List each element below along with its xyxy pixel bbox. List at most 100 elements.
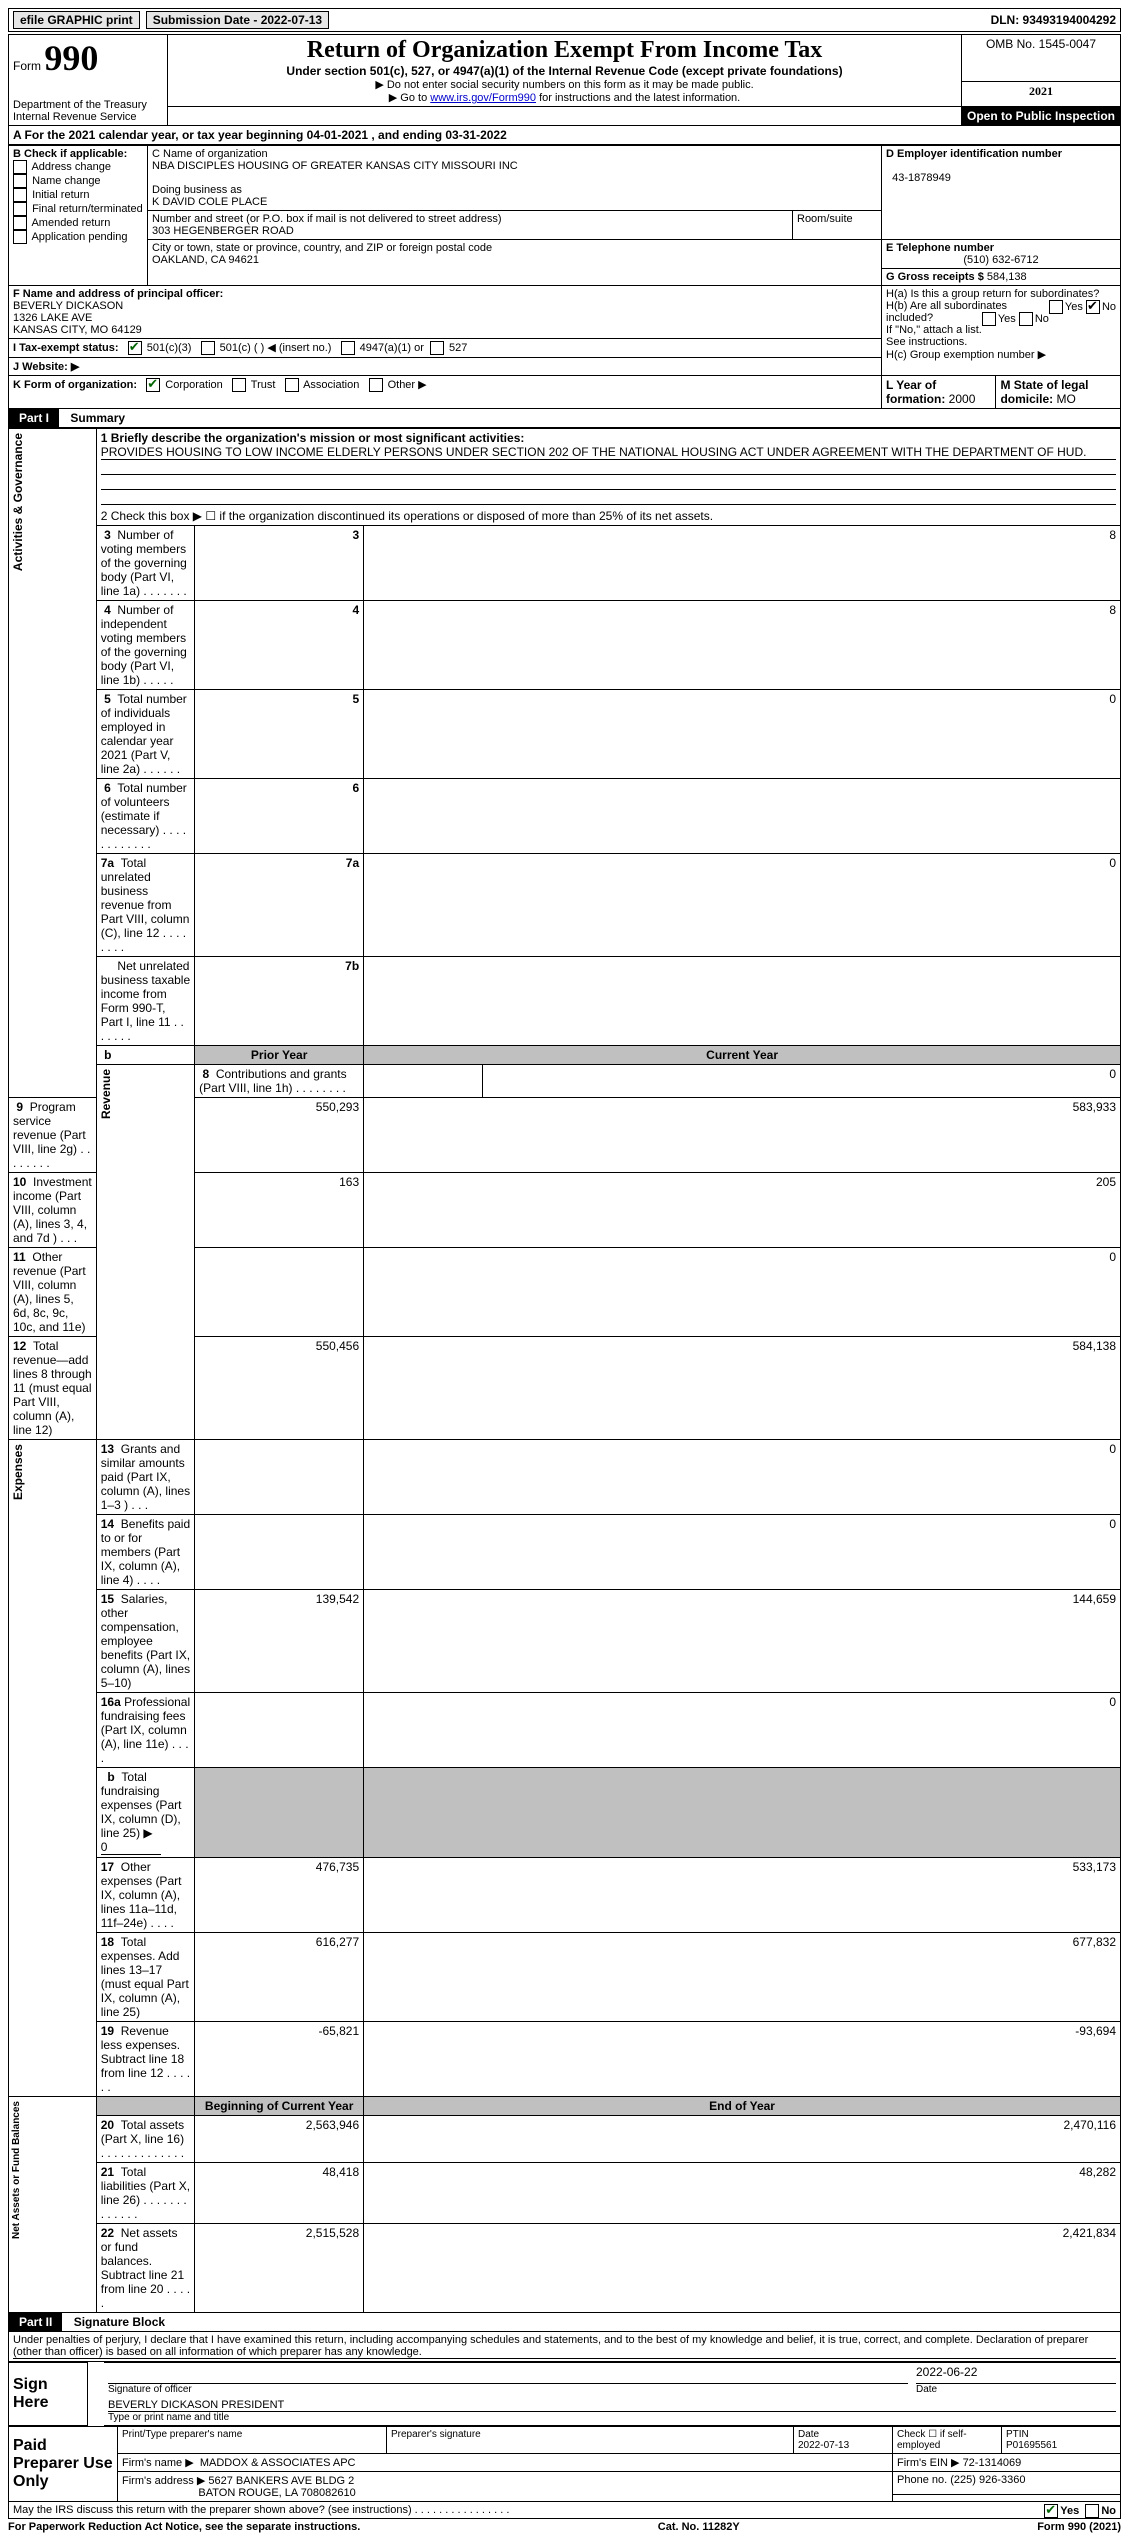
chk-name-change[interactable] bbox=[13, 174, 27, 188]
name-title-label: Type or print name and title bbox=[108, 2412, 1116, 2423]
box-j-label: J Website: ▶ bbox=[13, 361, 79, 373]
chk-527[interactable] bbox=[430, 341, 444, 355]
paid-preparer-label: Paid Preparer Use Only bbox=[9, 2427, 118, 2502]
part1-tab: Part I bbox=[9, 409, 59, 427]
box-d-label: D Employer identification number bbox=[886, 148, 1062, 160]
sig-date-label: Date bbox=[916, 2383, 1116, 2395]
l2-text: 2 Check this box ▶ ☐ if the organization… bbox=[96, 507, 1120, 526]
chk-other[interactable] bbox=[369, 378, 383, 392]
irs-link[interactable]: www.irs.gov/Form990 bbox=[430, 92, 536, 104]
addr-value: 303 HEGENBERGER ROAD bbox=[152, 225, 294, 237]
box-f-label: F Name and address of principal officer: bbox=[13, 288, 223, 300]
chk-final-return[interactable] bbox=[13, 202, 27, 216]
hb-yes[interactable] bbox=[982, 312, 996, 326]
ha-yes[interactable] bbox=[1049, 300, 1063, 314]
fundraising-exp: 0 bbox=[101, 1840, 161, 1855]
val-6 bbox=[364, 779, 1121, 854]
topbar: efile GRAPHIC print Submission Date - 20… bbox=[8, 8, 1121, 32]
vl-expenses: Expenses bbox=[9, 1440, 27, 1504]
form-title: Return of Organization Exempt From Incom… bbox=[172, 37, 957, 64]
form-header: Form 990 Return of Organization Exempt F… bbox=[8, 34, 1121, 126]
discuss-yes[interactable] bbox=[1044, 2504, 1058, 2518]
gross-receipts: 584,138 bbox=[987, 271, 1027, 283]
page-footer: For Paperwork Reduction Act Notice, see … bbox=[8, 2521, 1121, 2533]
hdr-end: End of Year bbox=[364, 2097, 1121, 2116]
hb-note: If "No," attach a list. See instructions… bbox=[886, 324, 982, 348]
dln-label: DLN: 93493194004292 bbox=[991, 13, 1116, 27]
part1-header: Part I Summary bbox=[8, 409, 1121, 428]
chk-501c3[interactable] bbox=[128, 341, 142, 355]
firm-name: MADDOX & ASSOCIATES APC bbox=[200, 2457, 356, 2469]
firm-phone: (225) 926-3360 bbox=[950, 2474, 1025, 2486]
hb-no[interactable] bbox=[1019, 312, 1033, 326]
firm-addr2: BATON ROUGE, LA 708082610 bbox=[198, 2487, 355, 2499]
part2-tab: Part II bbox=[9, 2313, 62, 2331]
hdr-beginning: Beginning of Current Year bbox=[195, 2097, 364, 2116]
l1-label: 1 Briefly describe the organization's mi… bbox=[101, 431, 525, 445]
box-e-label: E Telephone number bbox=[886, 242, 994, 254]
chk-trust[interactable] bbox=[232, 378, 246, 392]
firm-ein: 72-1314069 bbox=[963, 2457, 1022, 2469]
chk-501c[interactable] bbox=[201, 341, 215, 355]
state-domicile: MO bbox=[1056, 392, 1075, 406]
hc-label: H(c) Group exemption number ▶ bbox=[886, 349, 1046, 361]
chk-4947[interactable] bbox=[341, 341, 355, 355]
prep-date: 2022-07-13 bbox=[798, 2440, 849, 2451]
chk-assoc[interactable] bbox=[285, 378, 299, 392]
hdr-current: Current Year bbox=[364, 1046, 1121, 1065]
box-b-label: B Check if applicable: bbox=[13, 148, 127, 160]
chk-amended[interactable] bbox=[13, 216, 27, 230]
mission-text: PROVIDES HOUSING TO LOW INCOME ELDERLY P… bbox=[101, 445, 1116, 460]
val-5: 0 bbox=[364, 690, 1121, 779]
box-g-label: G Gross receipts $ bbox=[886, 271, 984, 283]
tax-year: 2021 bbox=[962, 81, 1121, 107]
phone-value: (510) 632-6712 bbox=[886, 254, 1116, 266]
ein-value: 43-1878949 bbox=[892, 172, 951, 184]
note-link: ▶ Go to www.irs.gov/Form990 for instruct… bbox=[172, 91, 957, 104]
box-c-name-label: C Name of organization bbox=[152, 148, 268, 160]
val-4: 8 bbox=[364, 601, 1121, 690]
ha-label: H(a) Is this a group return for subordin… bbox=[886, 288, 1099, 300]
vl-activities: Activities & Governance bbox=[9, 429, 27, 575]
chk-address-change[interactable] bbox=[13, 160, 27, 174]
header-grid: B Check if applicable: Address change Na… bbox=[8, 145, 1121, 409]
chk-app-pending[interactable] bbox=[13, 230, 27, 244]
perjury-declaration: Under penalties of perjury, I declare th… bbox=[8, 2332, 1121, 2362]
sign-here-block: Sign Here Signature of officer 2022-06-2… bbox=[8, 2362, 1121, 2426]
chk-corp[interactable] bbox=[146, 378, 160, 392]
box-i-label: I Tax-exempt status: bbox=[13, 342, 119, 354]
firm-addr1: 5627 BANKERS AVE BLDG 2 bbox=[208, 2475, 354, 2487]
footer-right: Form 990 (2021) bbox=[1037, 2521, 1121, 2533]
ptin-value: P01695561 bbox=[1006, 2440, 1057, 2451]
org-name: NBA DISCIPLES HOUSING OF GREATER KANSAS … bbox=[152, 160, 518, 172]
room-label: Room/suite bbox=[793, 211, 882, 240]
year-formation: 2000 bbox=[949, 392, 976, 406]
submission-date-button[interactable]: Submission Date - 2022-07-13 bbox=[146, 11, 329, 29]
efile-print-button[interactable]: efile GRAPHIC print bbox=[13, 11, 140, 29]
officer-name: BEVERLY DICKASON bbox=[13, 300, 123, 312]
discuss-no[interactable] bbox=[1085, 2504, 1099, 2518]
addr-label: Number and street (or P.O. box if mail i… bbox=[152, 213, 502, 225]
dba-label: Doing business as bbox=[152, 184, 242, 196]
line-a-period: A For the 2021 calendar year, or tax yea… bbox=[8, 126, 1121, 145]
val-7a: 0 bbox=[364, 854, 1121, 957]
ha-no[interactable] bbox=[1086, 300, 1100, 314]
footer-mid: Cat. No. 11282Y bbox=[658, 2521, 740, 2533]
paid-preparer-block: Paid Preparer Use Only Print/Type prepar… bbox=[8, 2426, 1121, 2502]
hdr-prior: Prior Year bbox=[195, 1046, 364, 1065]
city-label: City or town, state or province, country… bbox=[152, 242, 492, 254]
val-7b bbox=[364, 957, 1121, 1046]
part2-header: Part II Signature Block bbox=[8, 2313, 1121, 2332]
sig-date: 2022-06-22 bbox=[916, 2365, 1116, 2383]
sig-officer-label: Signature of officer bbox=[108, 2383, 908, 2395]
val-8c: 0 bbox=[483, 1065, 1121, 1098]
form-subtitle: Under section 501(c), 527, or 4947(a)(1)… bbox=[172, 64, 957, 78]
dept-treasury: Department of the Treasury bbox=[13, 99, 147, 111]
form-number: 990 bbox=[44, 38, 98, 78]
irs-label: Internal Revenue Service bbox=[13, 111, 137, 123]
form-label: Form bbox=[13, 59, 41, 73]
box-k-label: K Form of organization: bbox=[13, 379, 137, 391]
chk-initial-return[interactable] bbox=[13, 188, 27, 202]
discuss-row: May the IRS discuss this return with the… bbox=[8, 2502, 1121, 2519]
part1-table: Activities & Governance 1 Briefly descri… bbox=[8, 428, 1121, 2313]
